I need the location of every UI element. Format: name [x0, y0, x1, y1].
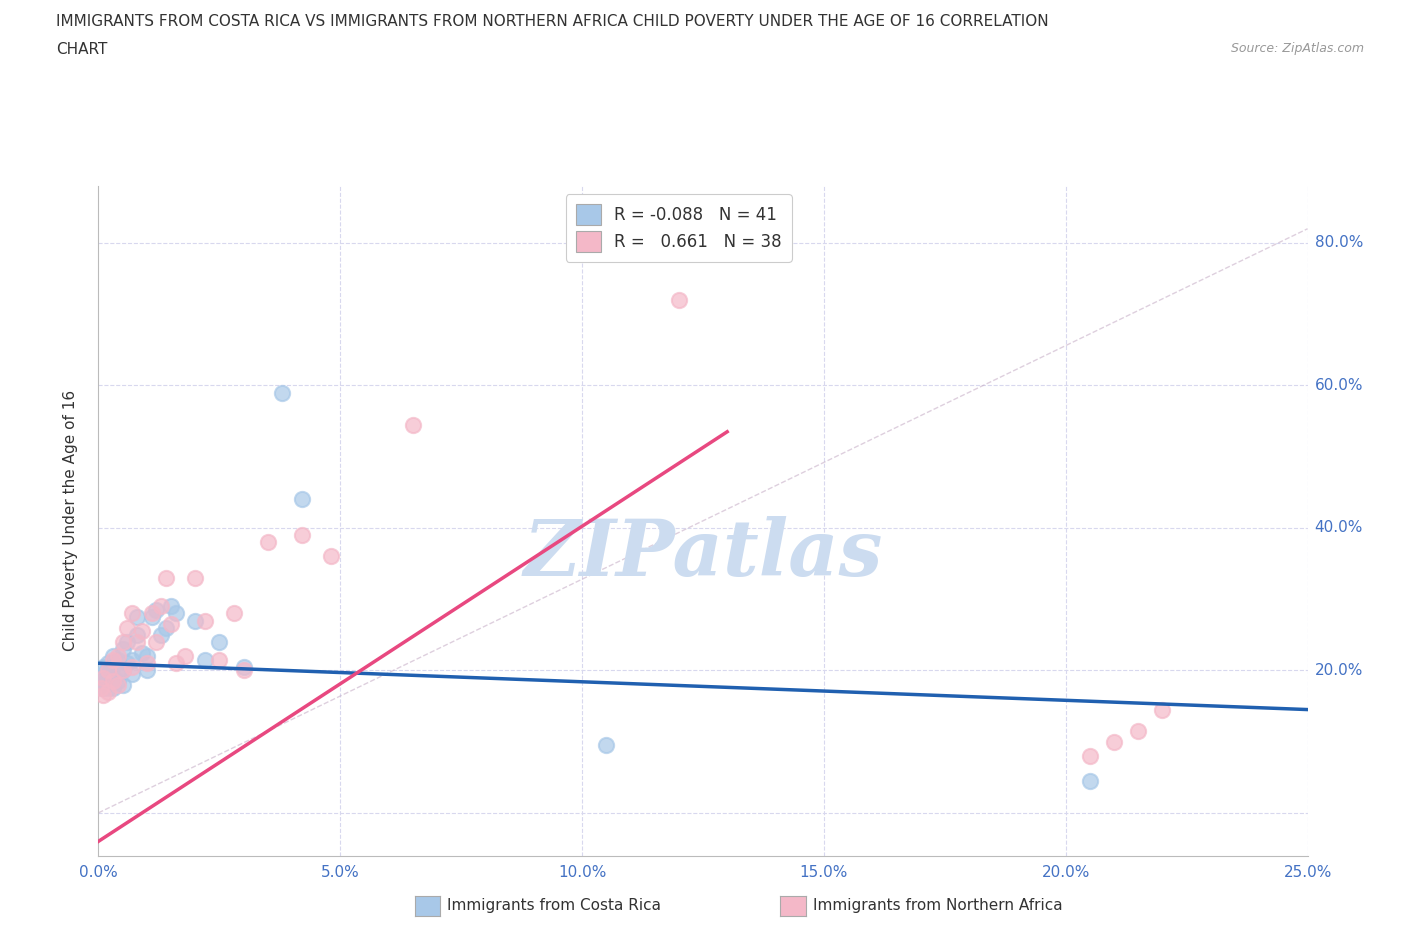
Point: [94, 673, 117, 688]
Point: [174, 649, 197, 664]
Point: [101, 659, 124, 674]
Text: Immigrants from Northern Africa: Immigrants from Northern Africa: [813, 898, 1063, 913]
Point: [101, 681, 124, 696]
Point: [101, 649, 124, 664]
Point: [131, 624, 153, 639]
Point: [232, 663, 254, 678]
Point: [97, 671, 120, 685]
Point: [402, 418, 425, 432]
Point: [155, 620, 177, 635]
Point: [107, 673, 129, 688]
Point: [194, 652, 217, 667]
Text: CHART: CHART: [56, 42, 108, 57]
Point: [135, 649, 157, 664]
Point: [160, 617, 183, 631]
Text: 40.0%: 40.0%: [1315, 521, 1362, 536]
Point: [1128, 724, 1150, 738]
Point: [271, 385, 294, 400]
Text: Source: ZipAtlas.com: Source: ZipAtlas.com: [1230, 42, 1364, 55]
Point: [91, 688, 114, 703]
Point: [141, 609, 163, 624]
Point: [208, 652, 231, 667]
Point: [91, 681, 114, 696]
Point: [184, 613, 207, 628]
Point: [111, 677, 134, 692]
Point: [256, 535, 278, 550]
Point: [290, 527, 312, 542]
Point: [111, 663, 134, 678]
Point: [155, 570, 177, 585]
Legend: R = -0.088   N = 41, R =   0.661   N = 38: R = -0.088 N = 41, R = 0.661 N = 38: [565, 194, 792, 261]
Point: [145, 603, 167, 618]
Point: [90, 681, 112, 696]
Point: [97, 656, 120, 671]
Point: [135, 656, 157, 671]
Point: [165, 656, 187, 671]
Y-axis label: Child Poverty Under the Age of 16: Child Poverty Under the Age of 16: [63, 391, 77, 651]
Point: [101, 673, 124, 688]
Point: [121, 606, 143, 621]
Point: [107, 677, 129, 692]
Text: ZIPatlas: ZIPatlas: [523, 516, 883, 592]
Point: [150, 599, 173, 614]
Point: [165, 606, 187, 621]
Point: [107, 652, 129, 667]
Point: [111, 663, 134, 678]
Point: [101, 652, 124, 667]
Point: [127, 609, 149, 624]
Point: [1102, 734, 1125, 749]
Point: [150, 628, 173, 643]
Point: [107, 667, 129, 682]
Point: [101, 671, 124, 685]
Point: [194, 613, 217, 628]
Point: [117, 634, 139, 649]
Point: [121, 667, 143, 682]
Point: [111, 642, 134, 657]
Point: [1152, 702, 1174, 717]
Point: [595, 737, 617, 752]
Point: [91, 659, 114, 674]
Point: [319, 549, 342, 564]
Point: [97, 663, 120, 678]
Point: [97, 684, 120, 699]
Point: [232, 659, 254, 674]
Point: [90, 673, 112, 688]
Point: [668, 293, 690, 308]
Point: [91, 667, 114, 682]
Text: 80.0%: 80.0%: [1315, 235, 1362, 250]
Point: [111, 634, 134, 649]
Text: Immigrants from Costa Rica: Immigrants from Costa Rica: [447, 898, 661, 913]
Point: [141, 606, 163, 621]
Point: [127, 628, 149, 643]
Point: [208, 634, 231, 649]
Point: [121, 652, 143, 667]
Point: [91, 671, 114, 685]
Point: [1078, 749, 1101, 764]
Point: [135, 663, 157, 678]
Point: [145, 634, 167, 649]
Point: [184, 570, 207, 585]
Text: 60.0%: 60.0%: [1315, 378, 1362, 393]
Point: [117, 620, 139, 635]
Point: [290, 492, 312, 507]
Point: [1078, 774, 1101, 789]
Point: [131, 645, 153, 660]
Point: [121, 659, 143, 674]
Point: [222, 606, 245, 621]
Point: [127, 634, 149, 649]
Point: [117, 656, 139, 671]
Point: [160, 599, 183, 614]
Text: 20.0%: 20.0%: [1315, 663, 1362, 678]
Point: [107, 649, 129, 664]
Point: [97, 681, 120, 696]
Text: IMMIGRANTS FROM COSTA RICA VS IMMIGRANTS FROM NORTHERN AFRICA CHILD POVERTY UNDE: IMMIGRANTS FROM COSTA RICA VS IMMIGRANTS…: [56, 14, 1049, 29]
